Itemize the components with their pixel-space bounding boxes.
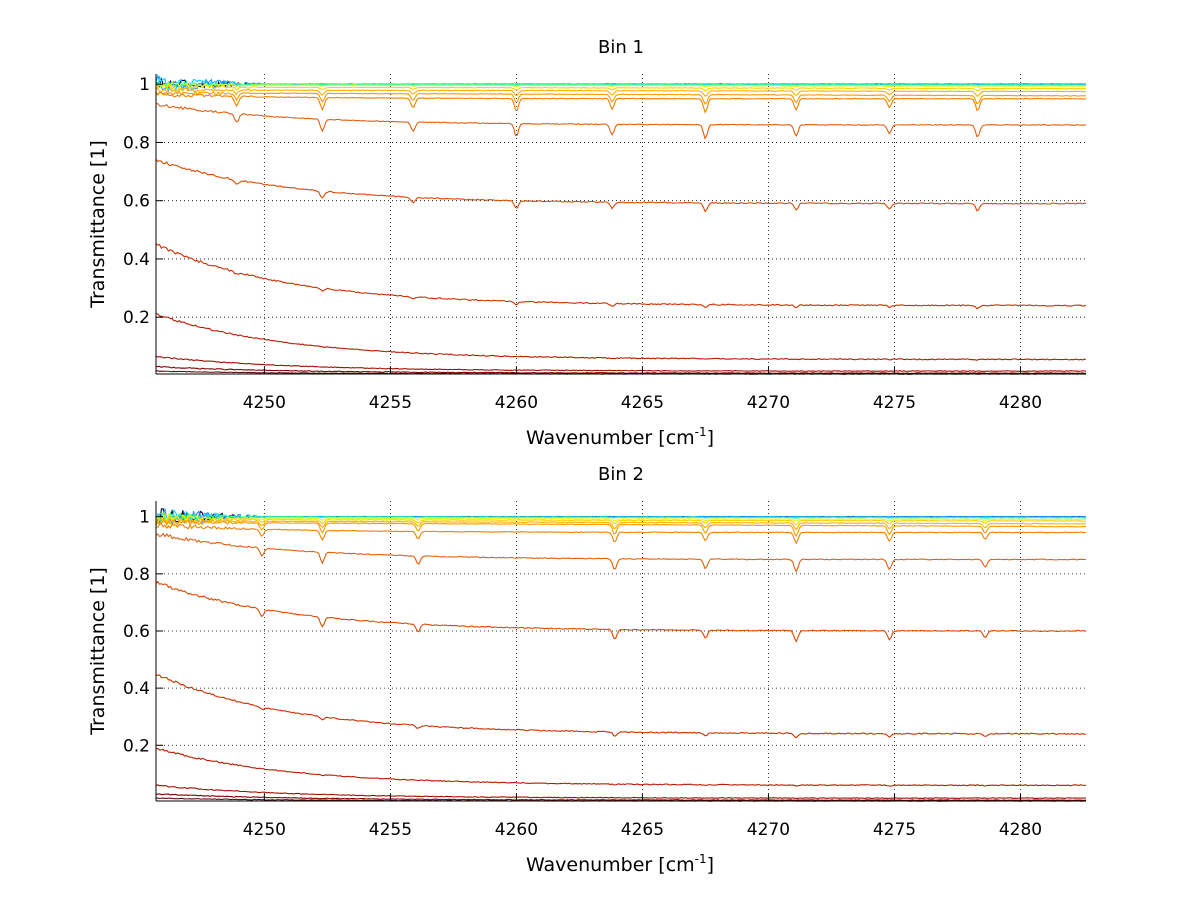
data-series-line (155, 313, 1087, 361)
data-series-line (155, 158, 1087, 213)
x-axis-label-superscript: -1 (695, 425, 707, 439)
chart-title: Bin 2 (598, 464, 644, 485)
chart-title: Bin 1 (598, 37, 644, 58)
data-series-line (155, 355, 1087, 372)
data-series-line (155, 784, 1087, 800)
data-series-line (155, 517, 1087, 531)
y-tick-label: 0.2 (123, 736, 150, 756)
subplot-bin-2: 4250 4255 4260 4265 4270 4275 4280 0.20.40.60.… (87, 464, 1087, 876)
y-tick-label: 0.6 (123, 192, 150, 212)
axes-frame (155, 74, 1086, 375)
y-tick-label: 0.8 (123, 133, 150, 153)
data-series-line (155, 365, 1087, 374)
x-tick-labels: 4250 4255 4260 4265 4270 4275 4280 (243, 367, 1042, 413)
y-tick-label: 1 (139, 75, 150, 95)
x-tick-label: 4270 (747, 393, 790, 413)
y-axis-label: Transmittance [1] (87, 567, 109, 736)
x-tick-label: 4275 (873, 820, 916, 840)
x-tick-label: 4275 (873, 393, 916, 413)
y-axis-label: Transmittance [1] (87, 140, 109, 309)
y-tick-label: 0.2 (123, 308, 150, 328)
data-series-line (155, 532, 1087, 573)
data-series-line (155, 83, 1087, 92)
subplot-bin-1: 4250 4255 4260 4265 4270 4275 4280 0.20.40.60.… (87, 37, 1087, 449)
data-series-line (155, 103, 1087, 140)
x-tick-label: 4260 (495, 820, 538, 840)
series-group (155, 507, 1087, 802)
data-series-line (155, 522, 1087, 545)
x-tick-label: 4280 (999, 393, 1042, 413)
y-tick-labels: 0.2 0.4 0.6 0.8 1 (123, 75, 163, 328)
data-series-line (155, 580, 1087, 643)
data-series-line (155, 674, 1087, 739)
x-tick-label: 4265 (621, 820, 664, 840)
x-tick-label: 4255 (369, 393, 412, 413)
data-series-line (155, 515, 1087, 526)
data-series-line (155, 513, 1087, 523)
data-series-line (155, 518, 1087, 538)
plot-area (156, 501, 1086, 801)
data-series-line (155, 80, 1087, 88)
y-tick-label: 0.4 (123, 250, 150, 270)
data-series-line (155, 91, 1087, 114)
x-tick-label: 4255 (369, 820, 412, 840)
x-tick-label: 4250 (243, 820, 286, 840)
data-series-line (155, 510, 1087, 522)
data-series-line (155, 793, 1087, 802)
plot-area (156, 74, 1086, 374)
data-series-line (155, 747, 1087, 787)
x-tick-label: 4270 (747, 820, 790, 840)
x-axis-label-superscript: -1 (695, 852, 707, 866)
x-tick-label: 4260 (495, 393, 538, 413)
x-tick-label: 4265 (621, 393, 664, 413)
data-series-line (155, 87, 1087, 97)
data-series-line (155, 81, 1087, 90)
data-series-line (155, 243, 1087, 310)
y-tick-label: 0.6 (123, 622, 150, 642)
x-tick-labels: 4250 4255 4260 4265 4270 4275 4280 (243, 794, 1042, 840)
y-tick-labels: 0.2 0.4 0.6 0.8 1 (123, 508, 163, 756)
y-tick-label: 0.8 (123, 565, 150, 585)
data-series-line (155, 90, 1087, 105)
axes-frame (155, 501, 1086, 802)
y-tick-label: 1 (139, 508, 150, 528)
x-axis-label: Wavenumber [cm-1] (526, 425, 714, 449)
x-tick-label: 4250 (243, 393, 286, 413)
x-tick-label: 4280 (999, 820, 1042, 840)
y-tick-label: 0.4 (123, 679, 150, 699)
series-group (155, 73, 1087, 375)
x-axis-label: Wavenumber [cm-1] (526, 852, 714, 876)
